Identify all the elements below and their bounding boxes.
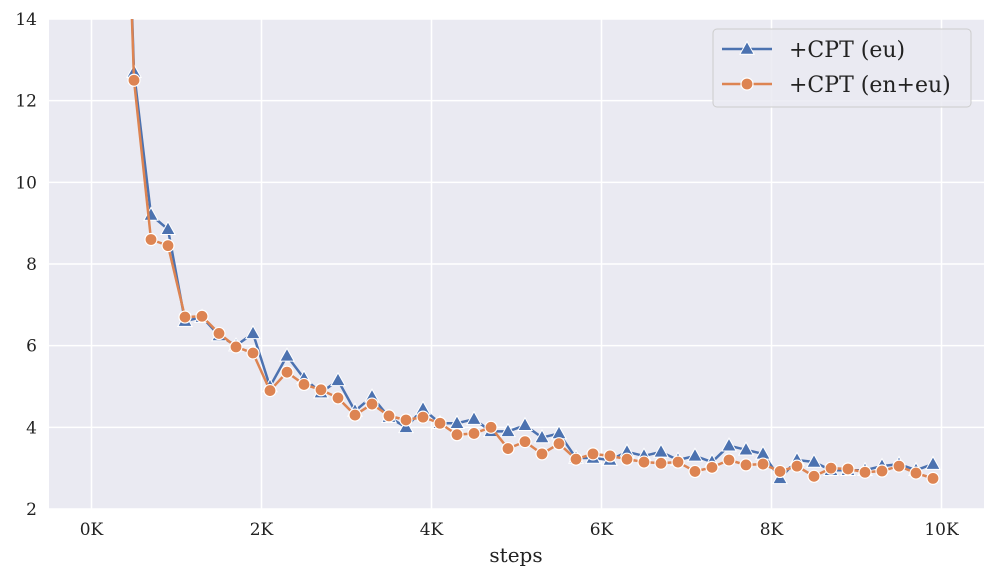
x-tick-label: 0K	[80, 520, 104, 540]
legend: +CPT (eu) +CPT (en+eu)	[712, 28, 972, 108]
circle-point	[229, 340, 243, 354]
circle-point	[144, 232, 158, 247]
triangle-point	[517, 416, 533, 432]
circle-point	[382, 409, 396, 423]
circle-point	[280, 365, 294, 379]
circle-point	[654, 456, 668, 470]
legend-triangle-marker	[739, 40, 755, 55]
x-axis-title: steps	[489, 543, 542, 567]
legend-box	[712, 28, 972, 108]
circle-point	[246, 346, 260, 360]
x-tick-label: 10K	[924, 520, 959, 540]
circle-point	[433, 416, 447, 430]
circle-point	[348, 408, 362, 422]
triangle-point	[500, 422, 516, 438]
y-tick-label: 8	[26, 255, 37, 275]
y-tick-label: 4	[26, 418, 37, 438]
circle-point	[416, 410, 430, 424]
triangle-point	[925, 455, 941, 470]
circle-point	[399, 413, 413, 427]
circle-point	[603, 449, 617, 463]
y-tick-label: 2	[26, 500, 37, 520]
circle-point	[807, 469, 821, 483]
circle-point	[297, 377, 311, 392]
circle-point	[365, 397, 379, 411]
circle-point	[739, 458, 753, 472]
circle-point	[467, 426, 481, 441]
triangle-point	[160, 220, 176, 236]
circle-point	[790, 459, 804, 473]
y-tick-label: 10	[15, 173, 37, 193]
y-tick-label: 6	[26, 337, 37, 357]
legend-label: +CPT (eu)	[789, 38, 905, 63]
triangle-point	[466, 410, 482, 425]
axis-labels: 0K 2K 4K 6K 8K 10K 2 4 6 8 10 12 14	[15, 10, 959, 540]
x-tick-label: 6K	[590, 520, 614, 540]
circle-point	[824, 461, 838, 475]
circle-point	[178, 310, 192, 324]
circle-point	[450, 428, 464, 442]
y-tick-label: 12	[15, 92, 37, 112]
series-layer	[126, 19, 941, 485]
circle-point	[161, 239, 175, 253]
y-tick-label: 14	[15, 10, 37, 30]
circle-point	[756, 457, 770, 471]
grid-lines	[49, 18, 984, 510]
x-tick-label: 4K	[420, 520, 444, 540]
circle-point	[841, 462, 855, 476]
x-tick-label: 2K	[250, 520, 274, 540]
triangle-point	[687, 447, 703, 462]
circle-point	[875, 464, 889, 478]
circle-point	[484, 420, 498, 434]
triangle-point	[806, 453, 822, 468]
triangle-point	[245, 324, 261, 340]
circle-point	[195, 309, 209, 323]
circle-point	[263, 383, 277, 398]
circle-point	[552, 437, 566, 451]
circle-point	[688, 464, 702, 479]
legend-label: +CPT (en+eu)	[789, 73, 951, 98]
triangle-point	[330, 371, 346, 387]
circle-point	[671, 455, 685, 469]
circle-point	[722, 453, 736, 467]
circle-point	[926, 471, 940, 485]
triangle-point	[279, 347, 295, 362]
circle-point	[127, 73, 141, 87]
circle-point	[212, 326, 226, 341]
triangle-point	[721, 437, 737, 452]
circle-point	[586, 447, 600, 461]
circle-point	[331, 391, 345, 405]
circle-point	[535, 447, 549, 461]
circle-point	[892, 459, 906, 473]
triangle-point	[534, 429, 550, 444]
circle-point	[637, 455, 651, 469]
circle-point	[858, 465, 872, 479]
circle-point	[518, 435, 532, 449]
circle-point	[620, 452, 634, 466]
circle-point	[705, 460, 719, 474]
legend-circle-marker	[740, 77, 754, 91]
circle-point	[314, 383, 328, 397]
circle-point	[501, 441, 515, 456]
circle-point	[773, 464, 787, 479]
circle-point	[569, 452, 583, 466]
x-tick-label: 8K	[760, 520, 784, 540]
circle-point	[909, 466, 923, 480]
triangle-point	[738, 441, 754, 456]
